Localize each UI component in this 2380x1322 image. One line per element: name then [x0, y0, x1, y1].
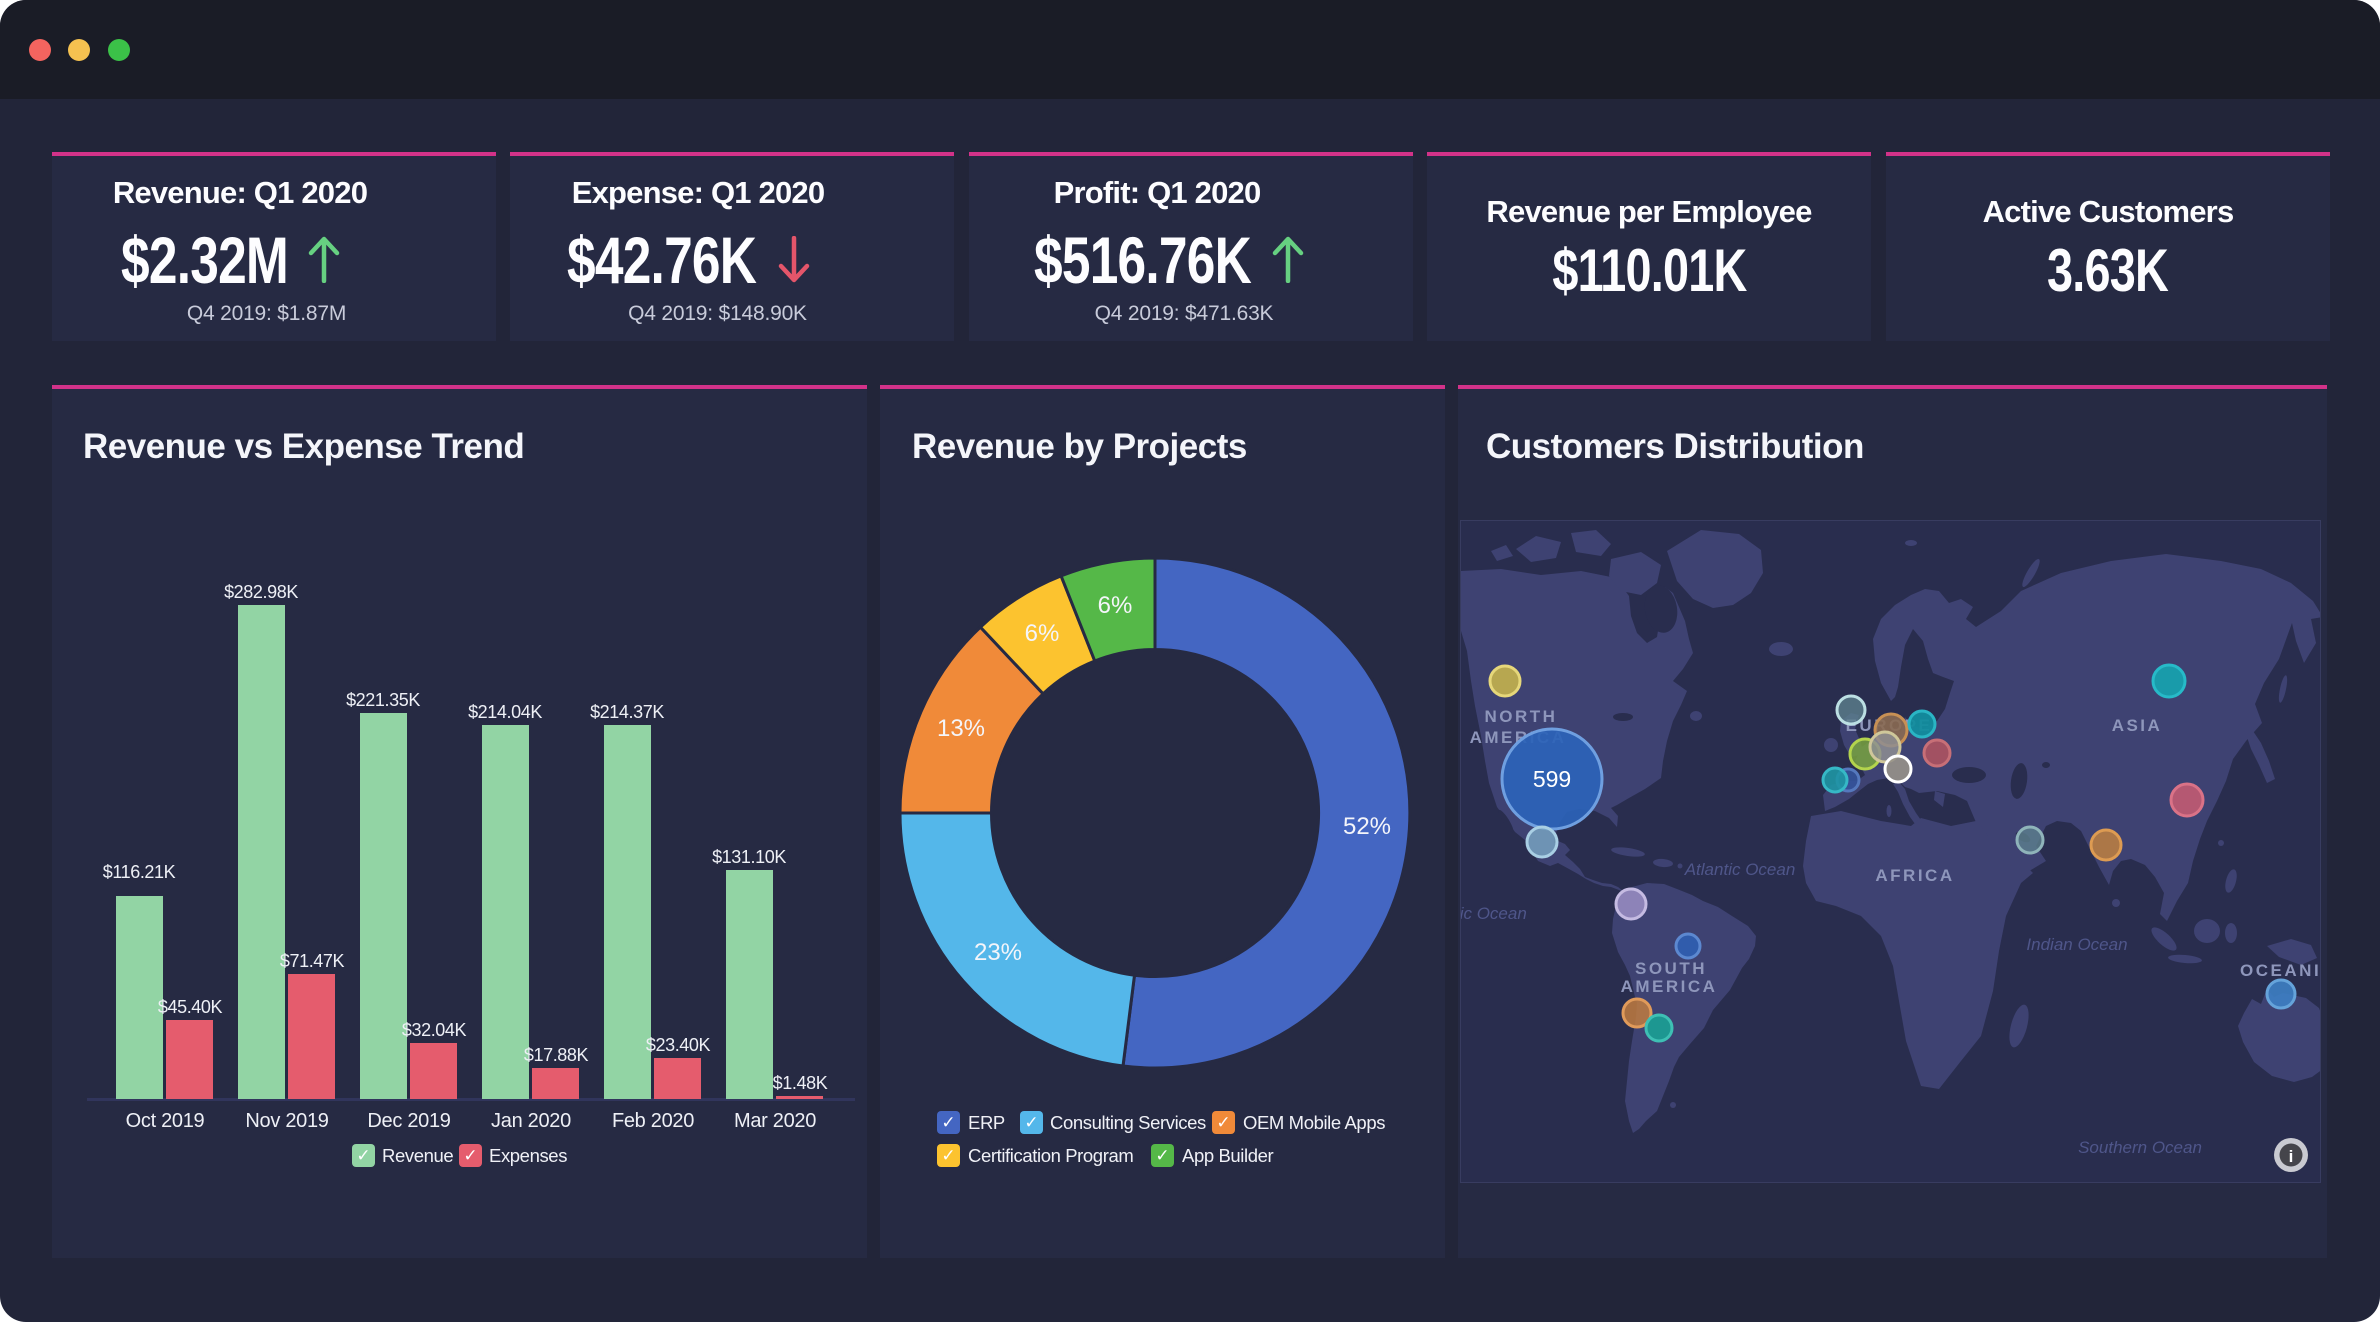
- svg-text:AMERICA: AMERICA: [1621, 977, 1718, 996]
- svg-text:Indian Ocean: Indian Ocean: [2026, 935, 2127, 954]
- svg-text:ific Ocean: ific Ocean: [1461, 904, 1527, 923]
- svg-text:NORTH: NORTH: [1485, 707, 1558, 726]
- svg-text:Southern Ocean: Southern Ocean: [2078, 1138, 2202, 1157]
- svg-text:599: 599: [1533, 766, 1571, 792]
- svg-text:Atlantic Ocean: Atlantic Ocean: [1684, 860, 1796, 879]
- svg-text:SOUTH: SOUTH: [1635, 959, 1707, 978]
- svg-text:AFRICA: AFRICA: [1875, 866, 1954, 885]
- svg-text:i: i: [2289, 1147, 2294, 1166]
- svg-text:ASIA: ASIA: [2112, 716, 2163, 735]
